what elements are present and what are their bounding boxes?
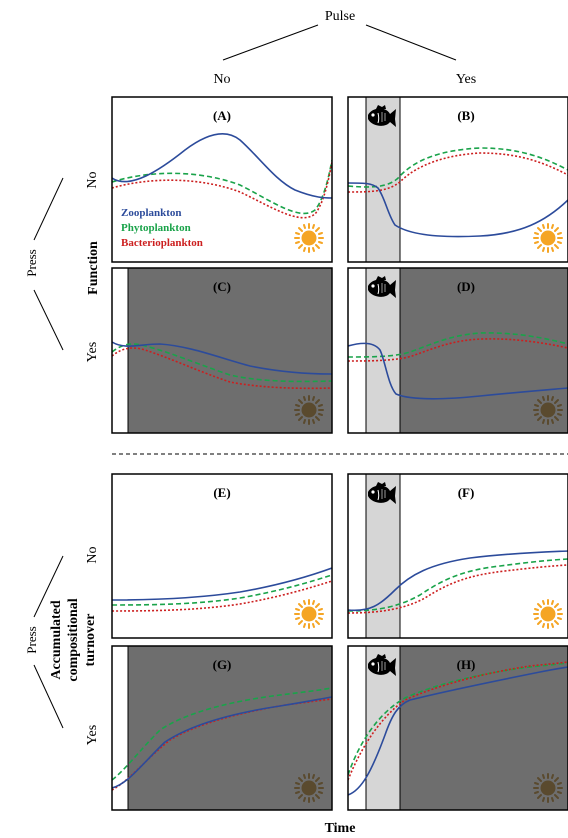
panel-A-label: (A): [213, 108, 231, 123]
panel-G-phytoplankton-line: [112, 687, 332, 781]
panel-D-zooplankton-line: [348, 342, 568, 400]
panel-G-zooplankton-line: [112, 696, 332, 789]
panel-E-phytoplankton-line: [112, 574, 332, 606]
pulse-branch-yes: [365, 24, 457, 61]
panel-E-frame: [111, 473, 333, 639]
legend-bacterioplankton: Bacterioplankton: [121, 237, 203, 249]
press-branch-turnover-yes: [33, 664, 64, 729]
panel-F-zooplankton-line: [348, 550, 568, 612]
panel-E-label: (E): [213, 485, 230, 500]
panel-F-frame: [347, 473, 568, 639]
panel-B-phytoplankton-line: [348, 147, 568, 188]
pulse-no-label: No: [213, 72, 230, 87]
panel-A-frame: [111, 96, 333, 263]
sun-icon: [533, 223, 563, 253]
panel-C-label: (C): [213, 279, 231, 294]
panel-F-label: (F): [458, 485, 475, 500]
panel-F: (F): [347, 473, 568, 639]
panel-C-bacterioplankton-line: [112, 347, 332, 390]
panel-A-bacterioplankton-line: [112, 161, 332, 219]
pulse-branch-no: [222, 24, 319, 61]
row-label-turnover-line3: turnover: [83, 614, 98, 667]
panel-G-label: (G): [213, 657, 232, 672]
panel-A-background: [112, 97, 332, 262]
x-axis-label: Time: [325, 821, 356, 836]
panel-H-zooplankton-line: [348, 666, 568, 796]
panel-D-phytoplankton-line: [348, 332, 568, 358]
press-branch-function-yes: [33, 289, 64, 351]
pulse-title: Pulse: [325, 9, 355, 24]
panel-H: (H): [347, 645, 568, 811]
sun-icon: [533, 395, 563, 425]
sun-icon: [294, 599, 324, 629]
panel-B-zooplankton-line: [348, 182, 568, 238]
panel-C-phytoplankton-line: [112, 343, 332, 383]
panel-H-press-shade: [400, 646, 568, 810]
press-branch-function-no: [33, 177, 64, 241]
sun-icon: [533, 599, 563, 629]
panel-B: (B): [347, 96, 568, 263]
panel-E-zooplankton-line: [112, 567, 332, 601]
pulse-yes-label: Yes: [456, 72, 476, 87]
panel-G-frame: [111, 645, 333, 811]
panel-A-phytoplankton-line: [112, 159, 332, 215]
sun-icon: [294, 395, 324, 425]
sun-icon: [533, 773, 563, 803]
press-no-label-function: No: [85, 171, 100, 188]
panel-B-frame: [347, 96, 568, 263]
panel-F-phytoplankton-line: [348, 558, 568, 612]
legend-zooplankton: Zooplankton: [121, 207, 182, 219]
press-title-turnover: Press: [24, 626, 39, 653]
panel-H-label: (H): [457, 657, 476, 672]
panel-C-frame: [111, 267, 333, 434]
panel-B-label: (B): [457, 108, 474, 123]
panel-D-bacterioplankton-line: [348, 338, 568, 362]
panel-E: (E): [111, 473, 333, 639]
sun-icon: [294, 223, 324, 253]
legend-phytoplankton: Phytoplankton: [121, 222, 191, 234]
row-label-function: Function: [86, 241, 101, 295]
press-yes-label-turnover: Yes: [85, 725, 100, 745]
panel-E-bacterioplankton-line: [112, 580, 332, 612]
panel-A: (A) Zooplankton Phytoplankton Bacteriopl…: [111, 96, 333, 263]
press-no-label-turnover: No: [85, 546, 100, 563]
panel-D: (D): [347, 267, 568, 434]
panel-C: (C): [111, 267, 333, 434]
press-title-function: Press: [24, 249, 39, 276]
panel-G: (G): [111, 645, 333, 811]
panel-H-frame: [347, 645, 568, 811]
panel-D-label: (D): [457, 279, 475, 294]
panel-C-zooplankton-line: [112, 341, 332, 375]
row-label-turnover-line1: Accumulated: [49, 600, 64, 680]
panel-A-zooplankton-line: [112, 133, 332, 199]
press-yes-label-function: Yes: [85, 342, 100, 362]
sun-icon: [294, 773, 324, 803]
panel-D-frame: [347, 267, 568, 434]
panel-H-phytoplankton-line: [348, 662, 568, 776]
row-label-turnover-line2: compositional: [66, 598, 81, 681]
press-branch-turnover-no: [33, 555, 64, 618]
